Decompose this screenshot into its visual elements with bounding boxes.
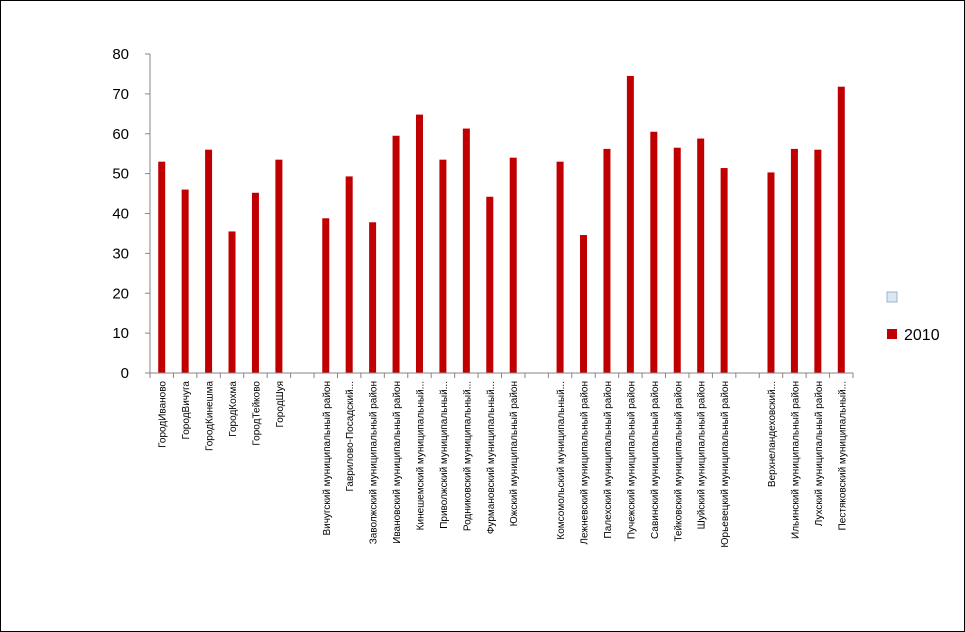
x-tick-label: Приволжский муниципальный... [439,381,450,529]
x-tick-label: Кинешемский муниципальный... [415,381,426,530]
bar [697,138,705,373]
bar [509,157,517,373]
x-axis: ГородИваново ГородВичуга ГородКинешма Город… [149,372,854,548]
legend: 2010 [886,291,940,344]
x-tick-label: Савинский муниципальный район [650,381,661,539]
bar [181,189,189,373]
bar [790,148,798,373]
x-tick-label: ГородШуя [275,381,286,428]
bar [486,196,494,373]
bar [345,176,353,373]
bar [415,114,423,374]
x-tick-label: ГородИваново [158,381,169,448]
x-tick-label: Родниковский муниципальный... [462,381,473,531]
x-tick-label: ГородКинешма [205,381,216,451]
x-tick-label: Южский муниципальный район [509,381,520,526]
legend-swatch-empty-series [886,291,898,303]
bar [322,218,330,373]
bar [369,222,377,373]
x-tick-label: Заволжский муниципальный район [369,381,380,544]
bar [814,149,822,373]
y-tick-label: 70 [112,86,129,103]
y-tick-label: 60 [112,126,129,143]
bars [158,75,845,374]
bar [158,161,166,373]
y-tick-label: 10 [112,325,129,342]
x-tick-label: Фурмановский муниципальный... [486,381,497,534]
bar [439,159,447,373]
bar [837,86,845,373]
x-tick-label: Лежневский муниципальный район [580,381,591,545]
y-tick-label: 0 [121,365,129,382]
legend-swatch-2010 [887,329,897,339]
x-tick-label: ГородТейково [251,381,262,446]
x-tick-label: ГородВичуга [181,381,192,440]
x-tick-label: Верхнеландеховский... [767,381,778,487]
x-tick-label: Комсомольский муниципальный... [556,381,567,540]
bar [392,135,400,373]
y-axis: 0 10 20 30 40 50 60 70 80 [112,46,151,382]
x-tick-label: Пучежский муниципальный район [626,381,637,539]
y-tick-label: 30 [112,245,129,262]
y-tick-label: 20 [112,285,129,302]
x-tick-label: Лухский муниципальный район [814,381,825,526]
x-tick-label: Гаврилово-Посадский... [345,381,356,492]
bar [462,128,470,373]
x-tick-label: Тейковский муниципальный район [673,381,684,542]
bar [767,172,775,373]
x-tick-label: Пестяковский муниципальный... [837,381,848,530]
bar [251,192,259,373]
bar [580,235,588,373]
bar [556,161,564,373]
bar [275,159,283,373]
x-tick-label: Юрьевецкий муниципальный район [720,381,731,548]
bar [626,75,634,374]
bar [673,147,681,373]
x-tick-label: Шуйский муниципальный район [697,381,708,529]
y-tick-label: 40 [112,206,129,223]
x-tick-label: Палехский муниципальный район [603,381,614,538]
x-tick-label: Вичугский муниципальный район [322,381,333,536]
bar [228,231,236,373]
x-tick-label: Ивановский муниципальный район [392,381,403,544]
y-tick-label: 50 [112,166,129,183]
bar [650,131,658,373]
bar [603,148,611,373]
legend-label-2010: 2010 [904,327,940,344]
y-tick-label: 80 [112,46,129,63]
bar [205,149,213,373]
x-tick-label: ГородКохма [228,381,239,437]
bar [720,168,728,373]
x-tick-label: Ильинский муниципальный район [790,381,801,539]
